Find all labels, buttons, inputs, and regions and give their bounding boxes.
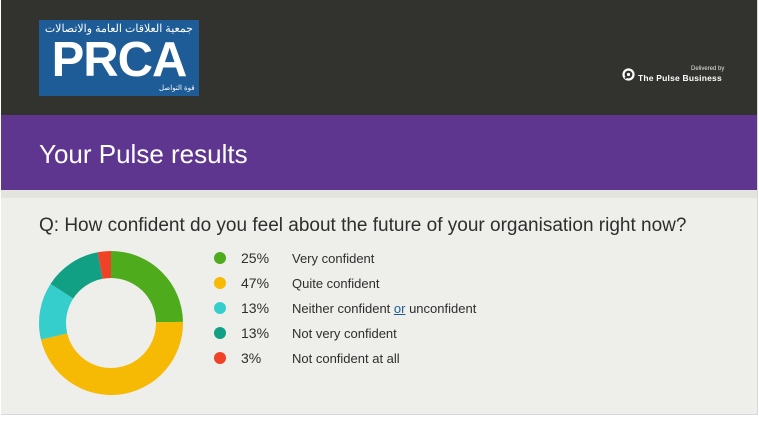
donut-slice-not-confident-at-all xyxy=(97,251,111,279)
prca-logo: جمعية العلاقات العامة والاتصالات PRCA قو… xyxy=(39,20,199,96)
donut-slice-neither-confident-or-unconfident xyxy=(39,283,74,340)
chart-legend: 25% Very confident 47% Quite confident 1… xyxy=(214,250,544,375)
legend-swatch xyxy=(214,277,226,289)
donut-chart xyxy=(39,251,183,395)
legend-label-start: Neither confident xyxy=(292,301,394,316)
legend-item-not-confident-at-all: 3% Not confident at all xyxy=(214,350,544,375)
legend-item-not-very-confident: 13% Not very confident xyxy=(214,325,544,350)
legend-swatch xyxy=(214,327,226,339)
logo-arabic-text: جمعية العلاقات العامة والاتصالات xyxy=(44,23,193,35)
results-card: جمعية العلاقات العامة والاتصالات PRCA قو… xyxy=(1,0,758,415)
legend-swatch xyxy=(214,252,226,264)
pulse-logo-icon xyxy=(622,68,635,81)
legend-percent: 47% xyxy=(241,275,270,291)
legend-swatch xyxy=(214,302,226,314)
logo-tagline: قوة التواصل xyxy=(159,85,195,92)
legend-percent: 25% xyxy=(241,250,270,266)
legend-percent: 13% xyxy=(241,300,270,316)
logo-main-text: PRCA xyxy=(51,33,188,87)
brand-name: The Pulse Business xyxy=(638,73,722,83)
donut-slice-quite-confident xyxy=(40,321,183,395)
donut-slice-not-very-confident xyxy=(50,252,103,299)
legend-item-quite-confident: 47% Quite confident xyxy=(214,275,544,300)
legend-label: Not confident at all xyxy=(292,351,400,366)
delivered-by-text: Delivered by xyxy=(691,66,725,72)
donut-slice-very-confident xyxy=(111,251,183,323)
header: جمعية العلاقات العامة والاتصالات PRCA قو… xyxy=(1,0,757,115)
legend-label-end: unconfident xyxy=(405,301,477,316)
legend-item-very-confident: 25% Very confident xyxy=(214,250,544,275)
legend-swatch xyxy=(214,352,226,364)
divider xyxy=(1,190,757,198)
legend-item-neither: 13% Neither confident or unconfident xyxy=(214,300,544,325)
page-title: Your Pulse results xyxy=(39,139,248,169)
legend-percent: 3% xyxy=(241,350,262,366)
question-text: Q: How confident do you feel about the f… xyxy=(39,215,687,236)
legend-label: Not very confident xyxy=(292,326,397,341)
legend-label: Quite confident xyxy=(292,276,380,291)
legend-percent: 13% xyxy=(241,325,270,341)
legend-label-or: or xyxy=(393,301,406,316)
results-banner: Your Pulse results xyxy=(1,115,757,190)
legend-label: Neither confident or unconfident xyxy=(292,301,476,316)
legend-label: Very confident xyxy=(292,251,375,266)
